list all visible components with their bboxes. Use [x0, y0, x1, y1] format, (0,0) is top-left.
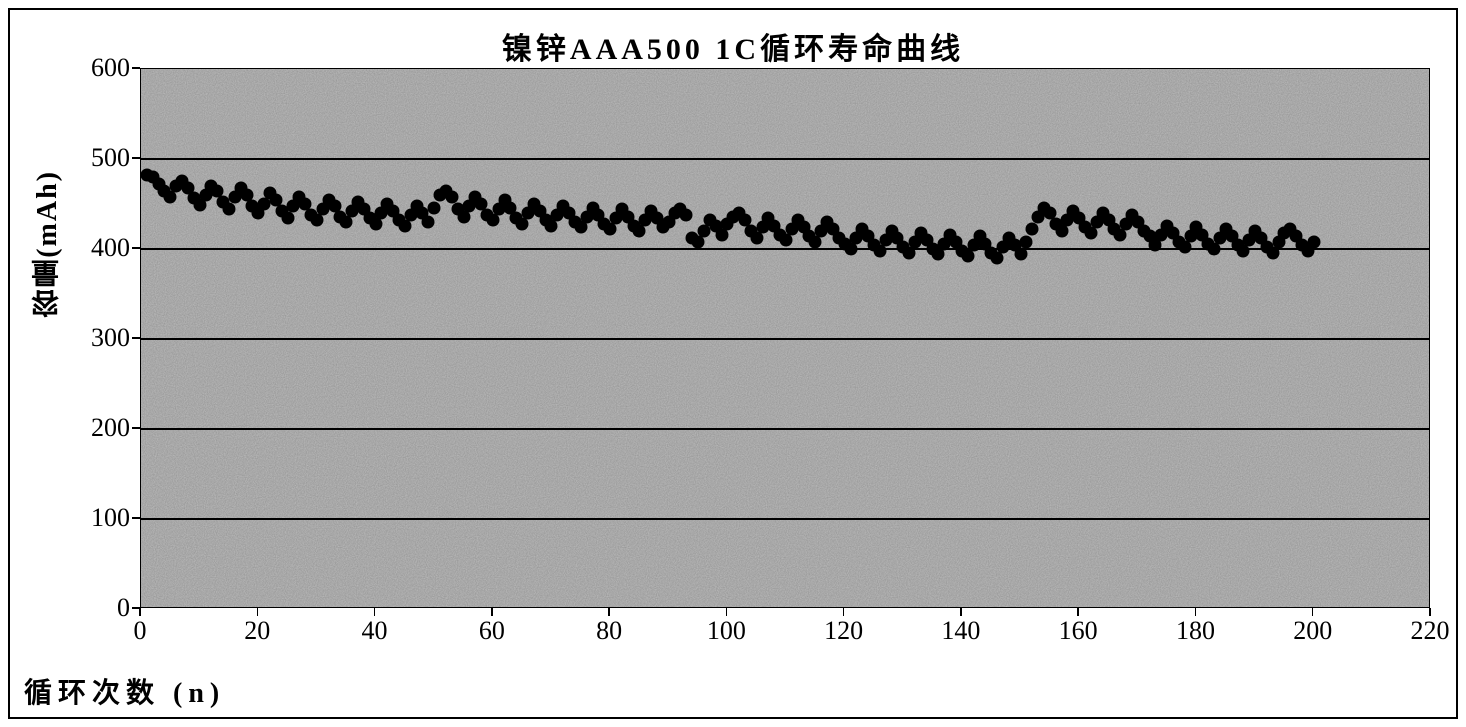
- x-tick-mark: [1429, 608, 1431, 616]
- y-tick-label: 200: [91, 413, 130, 443]
- plot-container: 0100200300400500600020406080100120140160…: [140, 68, 1430, 642]
- x-tick-label: 80: [596, 616, 622, 646]
- x-tick-label: 40: [362, 616, 388, 646]
- y-tick-label: 0: [117, 593, 130, 623]
- data-point: [1026, 223, 1039, 236]
- data-point: [1020, 235, 1033, 248]
- x-tick-mark: [1077, 608, 1079, 616]
- y-tick-label: 300: [91, 323, 130, 353]
- x-tick-mark: [139, 608, 141, 616]
- x-tick-label: 180: [1176, 616, 1215, 646]
- y-tick-label: 400: [91, 233, 130, 263]
- y-tick-mark: [132, 517, 140, 519]
- gridline-h: [141, 158, 1429, 160]
- y-tick-mark: [132, 67, 140, 69]
- gridline-h: [141, 428, 1429, 430]
- y-tick-label: 500: [91, 143, 130, 173]
- y-tick-label: 100: [91, 503, 130, 533]
- x-tick-label: 160: [1059, 616, 1098, 646]
- data-point: [1014, 248, 1027, 261]
- data-point: [428, 201, 441, 214]
- y-tick-mark: [132, 157, 140, 159]
- x-tick-mark: [726, 608, 728, 616]
- x-tick-mark: [960, 608, 962, 616]
- data-point: [1307, 235, 1320, 248]
- y-tick-mark: [132, 427, 140, 429]
- x-axis-label: 循环次数 (n): [24, 671, 225, 711]
- x-tick-label: 220: [1411, 616, 1450, 646]
- x-tick-mark: [843, 608, 845, 616]
- chart-title: 镍锌AAA500 1C循环寿命曲线: [10, 24, 1456, 68]
- data-point: [310, 214, 323, 227]
- x-tick-label: 0: [134, 616, 147, 646]
- x-tick-label: 20: [244, 616, 270, 646]
- plot-area: [140, 68, 1430, 608]
- data-point: [422, 216, 435, 229]
- x-tick-mark: [1195, 608, 1197, 616]
- x-tick-mark: [374, 608, 376, 616]
- y-tick-mark: [132, 247, 140, 249]
- data-point: [680, 208, 693, 221]
- gridline-h: [141, 518, 1429, 520]
- y-tick-label: 600: [91, 53, 130, 83]
- x-tick-label: 200: [1293, 616, 1332, 646]
- x-tick-label: 140: [941, 616, 980, 646]
- y-tick-mark: [132, 337, 140, 339]
- x-tick-label: 60: [479, 616, 505, 646]
- x-tick-label: 120: [824, 616, 863, 646]
- y-axis-label: 容量(mAh): [28, 170, 68, 318]
- data-point: [222, 202, 235, 215]
- x-tick-mark: [257, 608, 259, 616]
- x-tick-mark: [608, 608, 610, 616]
- x-tick-mark: [491, 608, 493, 616]
- chart-frame: 镍锌AAA500 1C循环寿命曲线 容量(mAh) 循环次数 (n) 01002…: [8, 8, 1458, 719]
- x-tick-mark: [1312, 608, 1314, 616]
- gridline-h: [141, 338, 1429, 340]
- data-point: [281, 211, 294, 224]
- x-tick-label: 100: [707, 616, 746, 646]
